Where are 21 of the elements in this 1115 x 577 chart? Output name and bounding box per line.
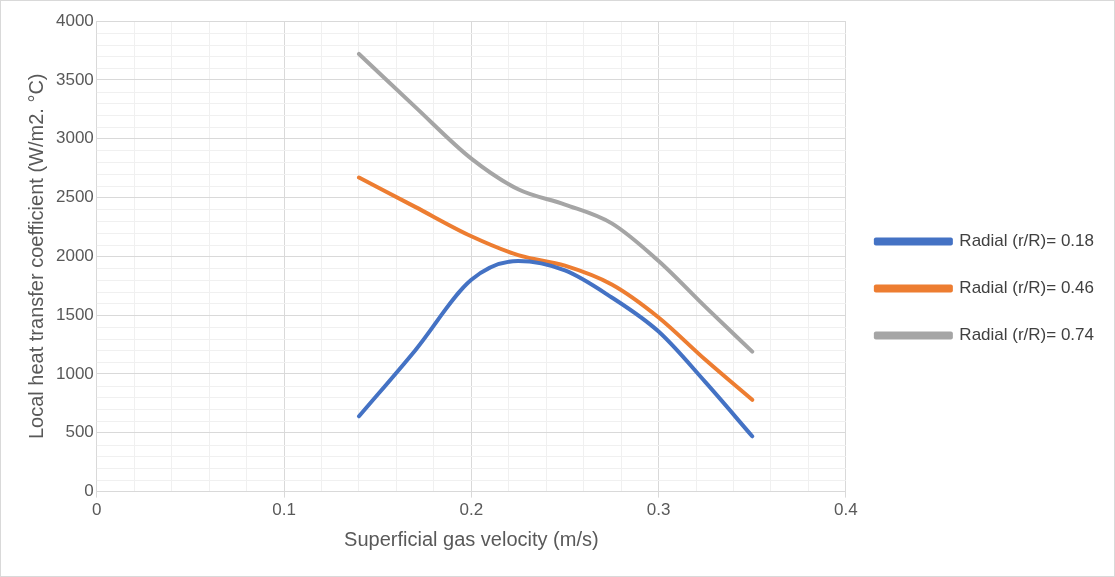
y-tick-label: 2500 <box>55 187 94 207</box>
legend-label: Radial (r/R)= 0.46 <box>959 278 1094 298</box>
y-tick-label: 0 <box>84 481 94 501</box>
x-tick-label: 0.2 <box>459 500 484 520</box>
line-series <box>356 259 755 439</box>
x-tick-label: 0.3 <box>646 500 671 520</box>
y-tick-label: 1000 <box>55 363 94 383</box>
y-axis-title: Local heat transfer coefficient (W/m2. °C) <box>24 73 47 440</box>
x-axis-title: Superficial gas velocity (m/s) <box>344 527 599 550</box>
legend-label: Radial (r/R)= 0.18 <box>959 231 1094 251</box>
x-tick-label: 0.4 <box>834 500 858 520</box>
y-tick-label: 3500 <box>55 69 94 89</box>
y-tick-label: 4000 <box>55 10 94 30</box>
x-tick-label: 0.1 <box>272 500 296 520</box>
y-tick-label: 1500 <box>55 304 94 324</box>
y-tick-label: 2000 <box>55 245 94 265</box>
y-tick-label: 500 <box>65 422 94 442</box>
line-series <box>356 175 755 402</box>
y-tick-label: 3000 <box>55 128 94 148</box>
legend-label: Radial (r/R)= 0.74 <box>959 325 1094 345</box>
line-series <box>356 51 755 354</box>
